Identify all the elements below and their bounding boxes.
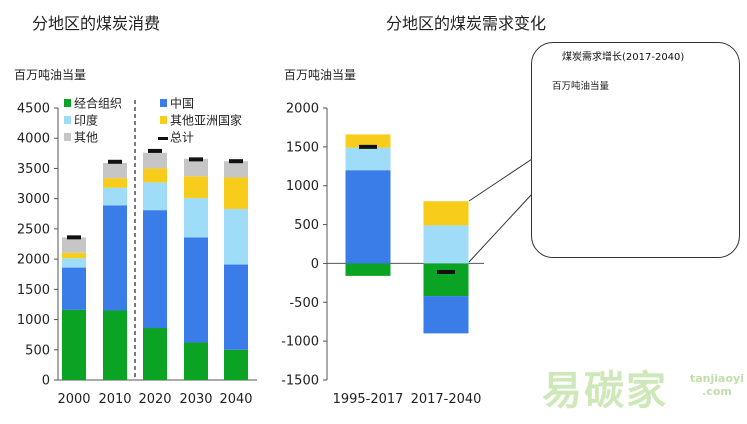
middle-chart-title: 分地区的煤炭需求变化 [386, 14, 547, 33]
left-bar-其他亚洲国家-2010 [103, 178, 127, 188]
left-y-tick-label: 0 [42, 374, 50, 389]
inset-panel [531, 42, 740, 258]
middle-bar-经合组织-1995-2017 [345, 263, 391, 276]
middle-y-tick-label: 0 [311, 257, 319, 272]
middle-bar-其他亚洲国家-2017-2040 [423, 201, 469, 226]
left-total-marker-2020 [148, 148, 162, 153]
legend-label-总计: 总计 [170, 131, 194, 145]
left-y-tick-label: 1500 [17, 283, 50, 298]
legend-swatch-经合组织 [64, 99, 71, 107]
watermark-brand-en-line1: tanjiaoyi [690, 372, 744, 385]
left-bar-中国-2030 [184, 237, 208, 343]
left-total-marker-2010 [108, 159, 122, 164]
legend-label-其他亚洲国家: 其他亚洲国家 [170, 113, 242, 128]
left-bar-中国-2040 [224, 264, 248, 350]
left-x-tick-label: 2020 [138, 392, 171, 407]
left-bar-经合组织-2000 [62, 309, 86, 380]
callout-line-top [468, 158, 533, 202]
left-y-tick-label: 1000 [17, 313, 50, 328]
left-total-marker-2030 [189, 157, 203, 162]
left-bar-印度-2020 [143, 182, 167, 211]
left-bar-中国-2000 [62, 267, 86, 310]
left-bar-经合组织-2020 [143, 328, 167, 380]
middle-bar-印度-2017-2040 [423, 225, 469, 264]
middle-bar-中国-2017-2040 [423, 296, 469, 334]
left-bar-印度-2040 [224, 208, 248, 265]
middle-chart-ylabel: 百万吨油当量 [284, 68, 357, 82]
left-y-tick-label: 4000 [17, 132, 50, 147]
watermark-brand-cn: 易碳家 [542, 368, 668, 414]
middle-y-tick-label: -1500 [281, 374, 319, 389]
middle-total-marker-2017-2040 [437, 269, 455, 274]
legend-swatch-印度 [64, 116, 71, 124]
legend-label-印度: 印度 [74, 113, 98, 128]
left-bar-其他-2030 [184, 158, 208, 177]
left-bar-经合组织-2010 [103, 310, 127, 380]
watermark-brand-en: tanjiaoyi .com [690, 372, 744, 398]
left-x-tick-label: 2000 [57, 392, 90, 407]
left-x-tick-label: 2040 [219, 392, 252, 407]
middle-y-tick-label: 1000 [286, 179, 319, 194]
legend-label-经合组织: 经合组织 [74, 96, 122, 111]
inset-chart-ylabel: 百万吨油当量 [552, 81, 610, 92]
left-bar-经合组织-2030 [184, 342, 208, 380]
middle-y-tick-label: 2000 [286, 102, 319, 117]
left-y-tick-label: 3000 [17, 192, 50, 207]
left-bar-印度-2030 [184, 198, 208, 238]
middle-bar-经合组织-2017-2040 [423, 263, 469, 297]
left-x-tick-label: 2010 [98, 392, 131, 407]
middle-y-tick-label: 1500 [286, 140, 319, 155]
legend-swatch-总计 [158, 137, 168, 140]
left-bar-印度-2000 [62, 258, 86, 268]
left-chart-ylabel: 百万吨油当量 [14, 68, 87, 82]
left-bar-其他亚洲国家-2000 [62, 252, 86, 259]
left-x-tick-label: 2030 [179, 392, 212, 407]
left-bar-其他亚洲国家-2020 [143, 168, 167, 183]
middle-bar-印度-1995-2017 [345, 147, 391, 171]
left-total-marker-2040 [229, 159, 243, 164]
callout-line-bottom [468, 193, 533, 263]
inset-chart-title: 煤炭需求增长(2017-2040) [562, 52, 685, 63]
left-bar-其他-2040 [224, 161, 248, 178]
left-bar-其他-2000 [62, 237, 86, 253]
left-chart: 0 500 1000 1500 2000 2500 3000 3500 4000 4500 2000… [17, 96, 257, 407]
left-y-tick-label: 4500 [17, 102, 50, 117]
middle-y-tick-label: 500 [294, 218, 319, 233]
middle-y-tick-label: -1000 [281, 335, 319, 350]
legend-label-其他: 其他 [74, 131, 98, 145]
left-y-tick-label: 2000 [17, 253, 50, 268]
left-bar-其他-2020 [143, 152, 167, 169]
middle-y-tick-label: -500 [289, 296, 319, 311]
middle-bar-其他亚洲国家-1995-2017 [345, 134, 391, 148]
middle-x-tick-label: 1995-2017 [333, 392, 404, 407]
middle-x-tick-label: 2017-2040 [411, 392, 482, 407]
left-y-tick-label: 3500 [17, 162, 50, 177]
watermark-brand-en-line2: .com [702, 385, 732, 398]
left-bar-其他-2010 [103, 163, 127, 179]
left-y-tick-label: 500 [25, 343, 50, 358]
left-bar-中国-2020 [143, 210, 167, 329]
callout-connectors [468, 158, 533, 263]
legend-swatch-其他 [64, 133, 71, 141]
legend-label-中国: 中国 [170, 96, 194, 111]
middle-bar-中国-1995-2017 [345, 170, 391, 264]
left-y-tick-label: 2500 [17, 222, 50, 237]
left-chart-title: 分地区的煤炭消费 [32, 14, 161, 33]
middle-chart: -1500 -1000 -500 0 500 1000 1500 2000 1995-2017 2… [281, 102, 484, 407]
legend-swatch-其他亚洲国家 [160, 116, 167, 124]
left-bar-中国-2010 [103, 205, 127, 311]
left-total-marker-2000 [67, 235, 81, 240]
middle-total-marker-1995-2017 [359, 144, 377, 149]
left-bar-其他亚洲国家-2040 [224, 177, 248, 209]
left-bar-经合组织-2040 [224, 349, 248, 380]
left-bar-其他亚洲国家-2030 [184, 176, 208, 199]
legend-swatch-中国 [160, 99, 167, 107]
left-bar-印度-2010 [103, 187, 127, 206]
